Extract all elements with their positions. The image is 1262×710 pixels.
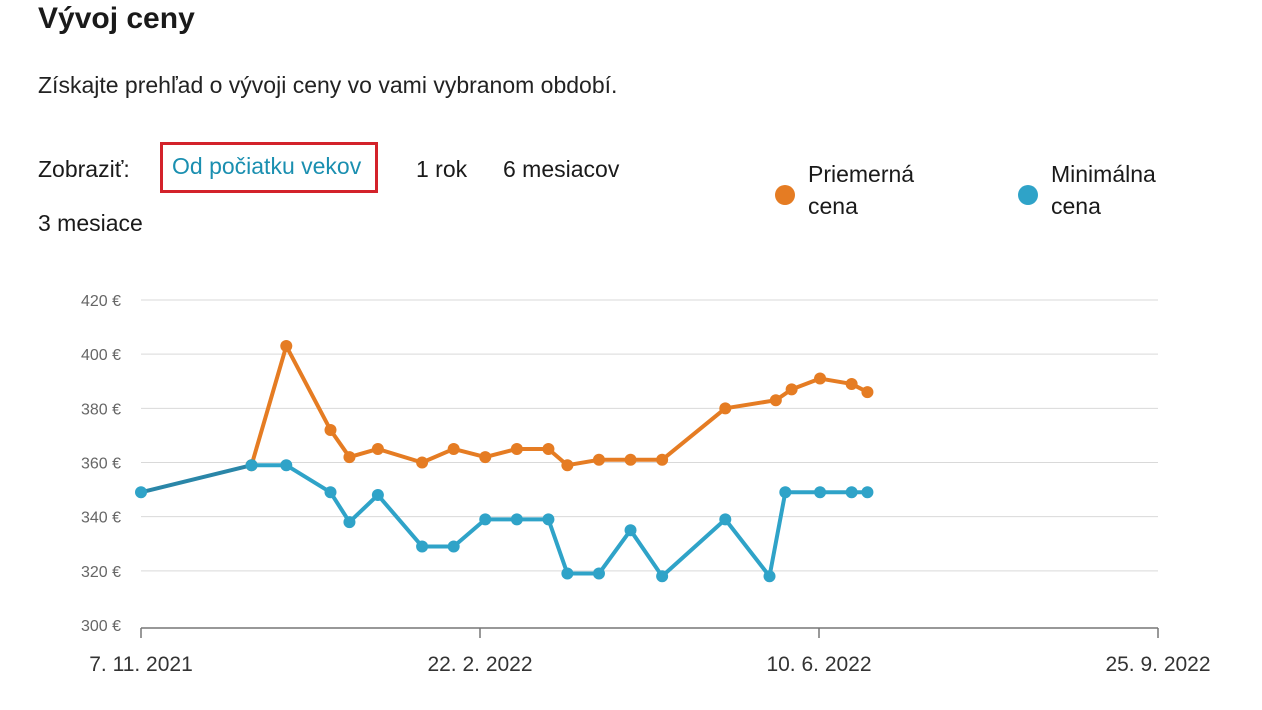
y-tick-label: 300 € <box>81 618 121 635</box>
page-subtitle: Získajte prehľad o vývoji ceny vo vami v… <box>38 72 618 98</box>
data-point <box>769 394 782 407</box>
data-point <box>656 453 669 466</box>
data-point <box>861 486 874 499</box>
y-tick-label: 320 € <box>81 564 121 581</box>
y-tick-label: 340 € <box>81 510 121 527</box>
data-point <box>785 383 798 396</box>
legend-item-minimum[interactable]: Minimálna cena <box>1018 158 1191 222</box>
series-line <box>251 463 868 579</box>
range-6-months-button[interactable]: 6 mesiacov <box>503 156 620 182</box>
data-point <box>845 486 858 499</box>
data-point <box>371 442 384 455</box>
data-point <box>719 513 732 526</box>
data-point <box>343 451 356 464</box>
data-point <box>814 486 827 499</box>
range-label: Zobraziť: <box>38 156 130 182</box>
legend-label: Minimálna cena <box>1051 161 1156 219</box>
data-point <box>479 451 492 464</box>
data-point <box>510 513 523 526</box>
data-point <box>416 540 429 553</box>
data-point <box>343 516 356 529</box>
series-line-segment <box>140 463 253 495</box>
data-point <box>135 486 147 499</box>
data-point <box>592 567 605 580</box>
x-tick-label: 22. 2. 2022 <box>427 653 532 676</box>
data-point <box>245 459 258 472</box>
data-point <box>542 442 555 455</box>
data-point <box>324 486 337 499</box>
data-point <box>416 456 429 469</box>
legend-dot-icon <box>775 185 795 205</box>
data-point <box>510 442 523 455</box>
data-point <box>447 540 460 553</box>
data-point <box>814 372 827 385</box>
data-point <box>656 570 669 583</box>
x-tick-label: 25. 9. 2022 <box>1105 653 1210 676</box>
data-point <box>561 567 574 580</box>
x-tick-label: 10. 6. 2022 <box>766 653 871 676</box>
data-point <box>861 386 874 399</box>
data-point <box>845 377 858 390</box>
range-all-time-button[interactable]: Od počiatku vekov <box>160 142 379 193</box>
data-point <box>763 570 776 583</box>
data-point <box>592 453 605 466</box>
data-point <box>479 513 492 526</box>
x-tick-label: 7. 11. 2021 <box>89 653 193 676</box>
legend-label: Priemerná cena <box>808 161 915 219</box>
legend-dot-icon <box>1018 185 1038 205</box>
data-point <box>624 524 637 537</box>
data-point <box>324 424 337 436</box>
data-point <box>779 486 792 499</box>
data-point <box>280 459 293 472</box>
range-3-months-button[interactable]: 3 mesiace <box>38 210 143 236</box>
page-title: Vývoj ceny <box>38 2 195 35</box>
data-point <box>542 513 555 526</box>
y-tick-label: 420 € <box>81 293 121 310</box>
legend-item-average[interactable]: Priemerná cena <box>775 158 948 222</box>
y-tick-label: 380 € <box>81 401 121 418</box>
data-point <box>447 442 460 455</box>
y-tick-label: 400 € <box>81 347 121 364</box>
data-point <box>280 340 293 353</box>
data-point <box>561 459 574 472</box>
range-1-year-button[interactable]: 1 rok <box>416 156 468 182</box>
data-point <box>719 402 732 415</box>
data-point <box>371 489 384 501</box>
data-point <box>624 453 637 466</box>
y-tick-label: 360 € <box>81 456 121 473</box>
